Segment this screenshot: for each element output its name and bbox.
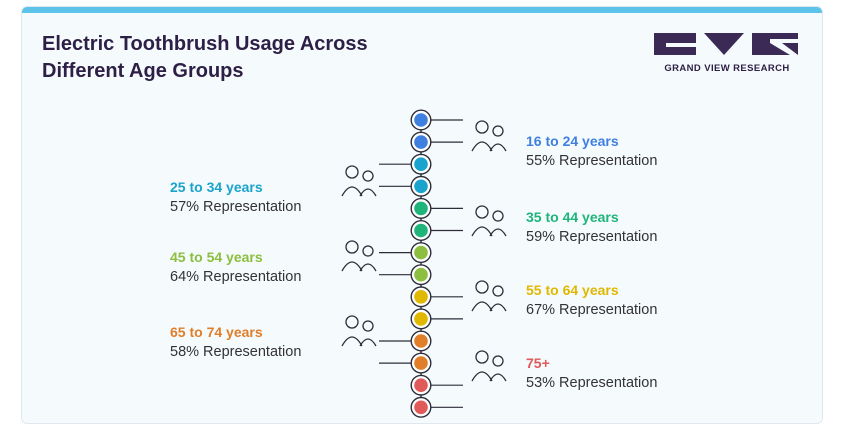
group-label: 75+ bbox=[526, 355, 550, 371]
group-55-64: 55 to 64 years 67% Representation bbox=[526, 280, 706, 320]
group-value: 59% Representation bbox=[526, 229, 658, 245]
elder-woman-icon bbox=[341, 315, 377, 347]
dot-4 bbox=[414, 267, 428, 282]
chart-area bbox=[341, 109, 507, 418]
group-label: 35 to 44 years bbox=[526, 209, 619, 225]
chart-title: Electric Toothbrush Usage Across Differe… bbox=[42, 31, 462, 85]
title-line-1: Electric Toothbrush Usage Across bbox=[42, 33, 368, 55]
group-value: 67% Representation bbox=[526, 302, 658, 318]
logo-text: GRAND VIEW RESEARCH bbox=[664, 63, 790, 74]
group-value: 64% Representation bbox=[170, 269, 302, 285]
person-stars-icon bbox=[471, 205, 507, 237]
group-75-plus: 75+ 53% Representation bbox=[526, 353, 706, 393]
group-label: 25 to 34 years bbox=[170, 179, 263, 195]
group-label: 55 to 64 years bbox=[526, 282, 619, 298]
dot-7 bbox=[414, 378, 428, 393]
group-35-44: 35 to 44 years 59% Representation bbox=[526, 207, 706, 247]
dot-7 bbox=[414, 400, 428, 415]
group-45-54: 45 to 54 years 64% Representation bbox=[170, 247, 350, 287]
group-label: 45 to 54 years bbox=[170, 249, 263, 265]
dot-5 bbox=[414, 312, 428, 326]
group-value: 57% Representation bbox=[170, 199, 302, 215]
infographic-card: Electric Toothbrush Usage Across Differe… bbox=[21, 6, 823, 424]
dot-2 bbox=[414, 179, 428, 194]
group-value: 53% Representation bbox=[526, 375, 658, 391]
dot-3 bbox=[414, 223, 428, 238]
students-icon bbox=[471, 120, 507, 152]
dot-2 bbox=[414, 157, 428, 171]
older-man-icon bbox=[471, 280, 507, 312]
group-value: 55% Representation bbox=[526, 153, 658, 169]
piggy-bank-icon bbox=[341, 240, 377, 272]
dot-1 bbox=[414, 113, 428, 127]
dot-6 bbox=[414, 334, 428, 348]
top-accent-bar bbox=[22, 7, 822, 13]
dot-1 bbox=[414, 135, 428, 149]
group-16-24: 16 to 24 years 55% Representation bbox=[526, 131, 706, 171]
title-line-2: Different Age Groups bbox=[42, 60, 244, 82]
grand-view-research-logo: GRAND VIEW RESEARCH bbox=[652, 31, 802, 75]
dot-3 bbox=[414, 201, 428, 216]
dot-4 bbox=[414, 245, 428, 260]
grandparent-child-icon bbox=[471, 350, 507, 382]
dot-6 bbox=[414, 356, 428, 370]
group-label: 16 to 24 years bbox=[526, 133, 619, 149]
group-65-74: 65 to 74 years 58% Representation bbox=[170, 322, 350, 362]
group-value: 58% Representation bbox=[170, 344, 302, 360]
logo-mark-icon bbox=[654, 33, 798, 55]
couple-flag-icon bbox=[341, 165, 377, 197]
dot-5 bbox=[414, 290, 428, 304]
group-25-34: 25 to 34 years 57% Representation bbox=[170, 177, 350, 217]
group-label: 65 to 74 years bbox=[170, 324, 263, 340]
